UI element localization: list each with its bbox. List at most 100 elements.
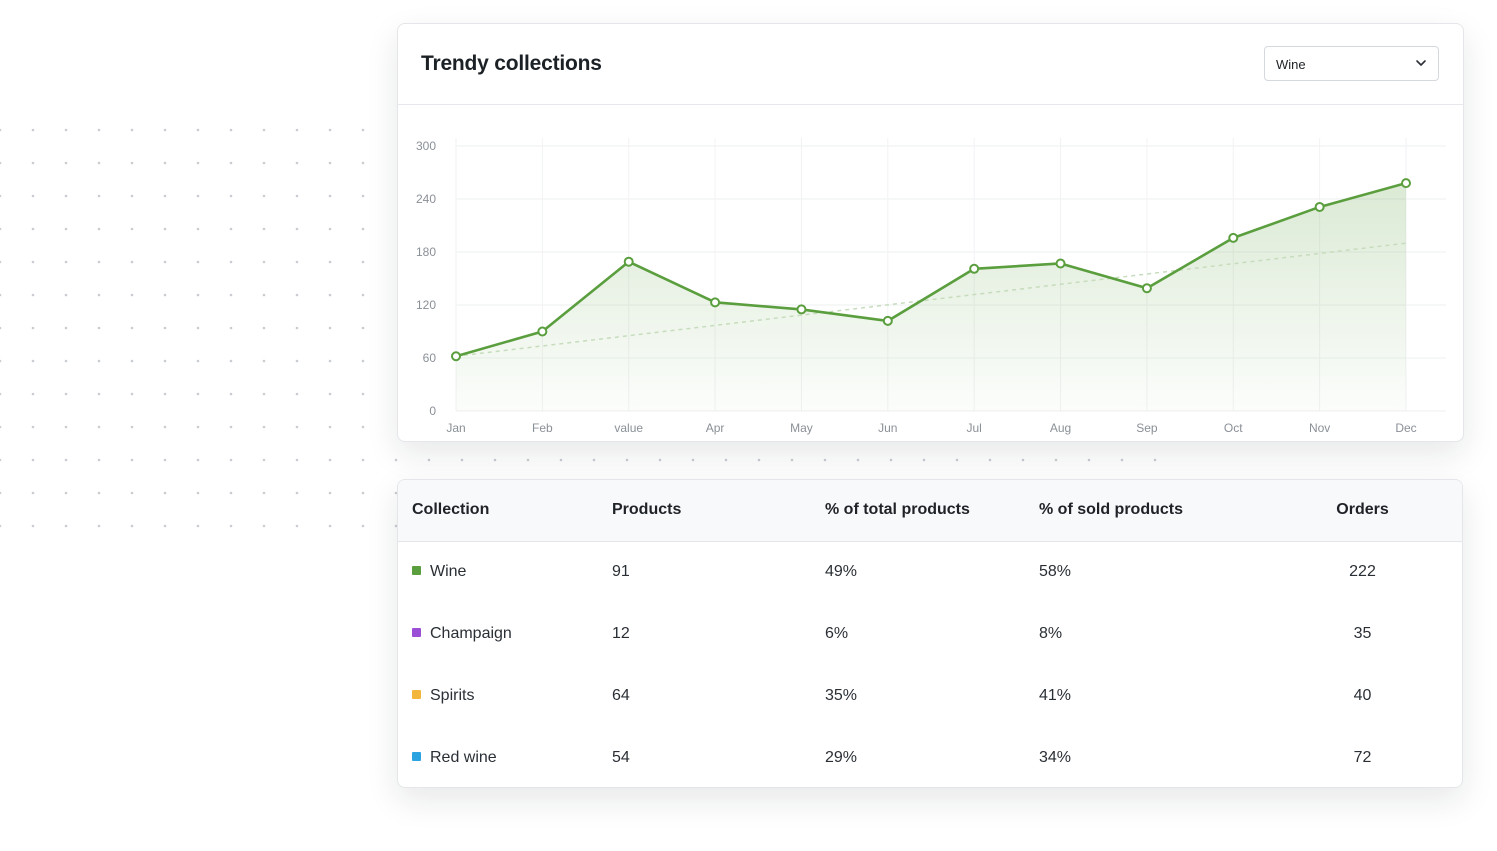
dot (64, 524, 68, 528)
collection-name: Spirits (430, 687, 475, 704)
dot (130, 227, 134, 231)
dot (262, 194, 266, 198)
data-point[interactable] (1314, 201, 1325, 212)
data-point[interactable] (882, 315, 893, 326)
pct-sold-cell: 8% (1039, 625, 1063, 642)
dot (328, 491, 332, 495)
dot (262, 425, 266, 429)
dot (0, 260, 2, 264)
dot (64, 161, 68, 165)
dot (196, 392, 200, 396)
dot (823, 458, 827, 462)
dot (295, 293, 299, 297)
dot (196, 293, 200, 297)
data-point[interactable] (1141, 283, 1152, 294)
table-row[interactable]: Spirits 64 35% 41% 40 (398, 665, 1462, 727)
data-point[interactable] (796, 304, 807, 315)
table-row[interactable]: Champaign 12 6% 8% 35 (398, 603, 1462, 665)
dot (64, 293, 68, 297)
dot (1087, 458, 1091, 462)
dot (31, 524, 35, 528)
dot (361, 392, 365, 396)
data-point[interactable] (969, 263, 980, 274)
dot (97, 161, 101, 165)
dot (757, 458, 761, 462)
dot (361, 359, 365, 363)
dot (361, 194, 365, 198)
x-tick-label: May (790, 421, 813, 435)
dot (163, 326, 167, 330)
color-swatch (412, 628, 421, 637)
dot (97, 524, 101, 528)
dot (361, 161, 365, 165)
dot (163, 161, 167, 165)
dot (64, 425, 68, 429)
column-header-collection[interactable]: Collection (412, 501, 490, 519)
dot (361, 260, 365, 264)
chevron-down-icon (1416, 60, 1426, 66)
dot (394, 524, 398, 528)
data-point[interactable] (1055, 258, 1066, 269)
dot (196, 491, 200, 495)
dot (229, 491, 233, 495)
data-point[interactable] (1228, 232, 1239, 243)
dot (97, 128, 101, 132)
dot (97, 260, 101, 264)
dot (64, 128, 68, 132)
data-point[interactable] (537, 326, 548, 337)
column-header-orders[interactable]: Orders (1336, 501, 1389, 519)
data-point[interactable] (623, 256, 634, 267)
dot (1120, 458, 1124, 462)
dot (163, 392, 167, 396)
dot (394, 458, 398, 462)
dot (229, 260, 233, 264)
dot (97, 326, 101, 330)
collection-select[interactable]: Wine (1264, 46, 1439, 81)
color-swatch (412, 752, 421, 761)
products-cell: 12 (612, 625, 630, 642)
dot (988, 458, 992, 462)
column-header-products[interactable]: Products (612, 501, 682, 519)
dot (295, 392, 299, 396)
dot (229, 293, 233, 297)
dot (163, 227, 167, 231)
dot (790, 458, 794, 462)
dot (460, 458, 464, 462)
dot (361, 227, 365, 231)
dot (559, 458, 563, 462)
dot (196, 227, 200, 231)
data-point[interactable] (710, 297, 721, 308)
dot (229, 194, 233, 198)
dot (0, 227, 2, 231)
dot (64, 458, 68, 462)
y-tick-label: 240 (416, 192, 436, 206)
dot (64, 491, 68, 495)
dot (130, 491, 134, 495)
column-header-pct-sold[interactable]: % of sold products (1039, 501, 1183, 519)
dot (295, 359, 299, 363)
dot (295, 128, 299, 132)
data-point[interactable] (451, 351, 461, 362)
x-tick-label: Feb (532, 421, 553, 435)
y-tick-label: 60 (423, 351, 437, 365)
dot (196, 260, 200, 264)
dot (64, 326, 68, 330)
orders-cell: 40 (1353, 687, 1372, 704)
data-point[interactable] (1401, 178, 1411, 189)
dot (295, 326, 299, 330)
table-row[interactable]: Red wine 54 29% 34% 72 (398, 727, 1462, 787)
dot (229, 161, 233, 165)
y-tick-label: 180 (416, 245, 436, 259)
dot (1054, 458, 1058, 462)
dot (1153, 458, 1157, 462)
dot (625, 458, 629, 462)
dot (856, 458, 860, 462)
dot (0, 425, 2, 429)
column-header-pct-total[interactable]: % of total products (825, 501, 970, 519)
dot (427, 458, 431, 462)
table-row[interactable]: Wine 91 49% 58% 222 (398, 541, 1462, 603)
dot (0, 161, 2, 165)
dot (0, 458, 2, 462)
dot (592, 458, 596, 462)
dot (328, 425, 332, 429)
